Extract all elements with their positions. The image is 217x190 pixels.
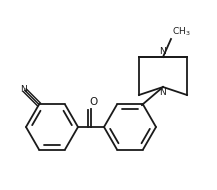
Text: N: N xyxy=(160,47,166,56)
Text: N: N xyxy=(20,85,27,94)
Text: N: N xyxy=(160,88,166,97)
Text: O: O xyxy=(89,97,97,107)
Text: CH$_3$: CH$_3$ xyxy=(172,25,191,38)
